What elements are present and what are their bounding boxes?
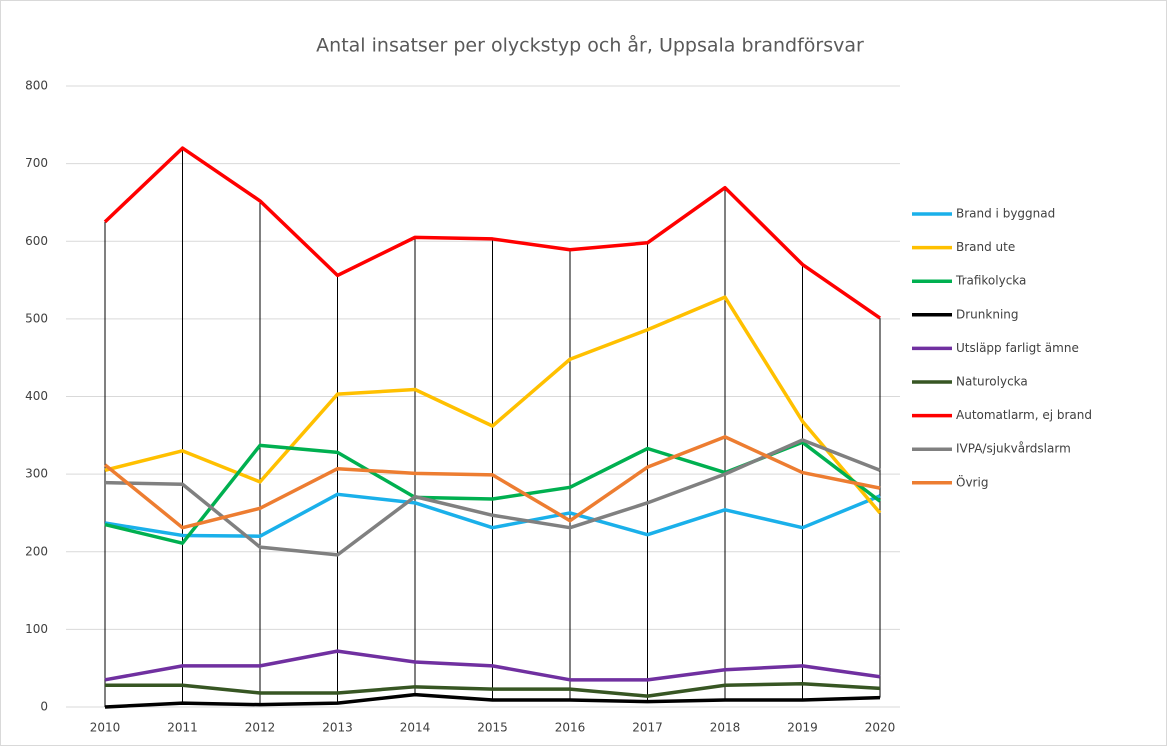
legend-label: Brand ute	[956, 240, 1015, 254]
x-tick-label: 2013	[322, 721, 353, 735]
x-tick-label: 2018	[710, 721, 741, 735]
legend-label: Brand i byggnad	[956, 207, 1055, 221]
x-tick-label: 2010	[90, 721, 121, 735]
y-tick-label: 0	[40, 700, 48, 714]
y-tick-label: 800	[25, 79, 48, 93]
x-tick-label: 2012	[245, 721, 276, 735]
y-tick-label: 500	[25, 311, 48, 325]
x-tick-label: 2017	[632, 721, 663, 735]
legend-label: Drunkning	[956, 307, 1019, 321]
series-line	[104, 492, 881, 538]
x-tick-label: 2011	[167, 721, 198, 735]
legend-label: Övrig	[956, 473, 988, 489]
series-line	[104, 649, 881, 682]
x-tick-label: 2014	[400, 721, 431, 735]
series-line	[103, 146, 881, 320]
series-line	[104, 295, 882, 515]
y-tick-label: 400	[25, 389, 48, 403]
y-tick-label: 100	[25, 622, 48, 636]
x-tick-label: 2020	[865, 721, 896, 735]
legend-label: IVPA/sjukvårdslarm	[956, 442, 1071, 456]
legend-label: Utsläpp farligt ämne	[956, 341, 1079, 355]
x-tick-label: 2015	[477, 721, 508, 735]
series-line	[105, 681, 881, 698]
series-line	[103, 435, 881, 530]
x-tick-label: 2016	[555, 721, 586, 735]
y-tick-label: 600	[25, 234, 48, 248]
x-tick-label: 2019	[787, 721, 818, 735]
series-line	[104, 438, 881, 557]
y-tick-label: 300	[25, 467, 48, 481]
series-line	[104, 692, 881, 709]
legend-label: Automatlarm, ej brand	[956, 408, 1092, 422]
legend-label: Naturolycka	[956, 375, 1028, 389]
legend-label: Trafikolycka	[955, 274, 1026, 288]
chart-title: Antal insatser per olyckstyp och år, Upp…	[316, 34, 864, 57]
y-tick-label: 700	[25, 156, 48, 170]
y-tick-label: 200	[25, 544, 48, 558]
